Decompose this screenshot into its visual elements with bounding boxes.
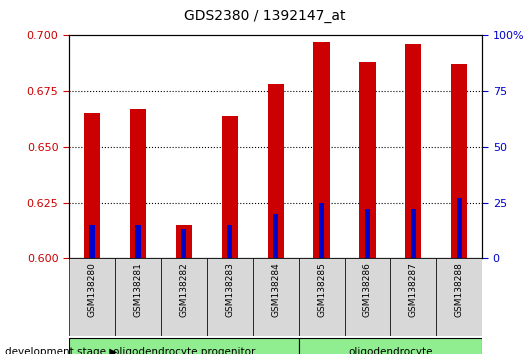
Text: GSM138282: GSM138282 [179,262,188,317]
Bar [176,225,192,258]
Bar [69,258,115,336]
Text: GSM138288: GSM138288 [455,262,464,317]
Bar [298,258,344,336]
Bar [161,258,207,336]
Bar [391,258,436,336]
Bar [69,338,298,354]
Bar [314,42,330,258]
Bar [452,64,467,258]
Bar [273,214,278,258]
Bar [130,109,146,258]
Bar [135,225,140,258]
Bar [319,203,324,258]
Bar [405,44,421,258]
Bar [411,209,416,258]
Bar [268,85,284,258]
Text: oligodendrocyte: oligodendrocyte [348,347,432,354]
Text: GDS2380 / 1392147_at: GDS2380 / 1392147_at [184,9,346,23]
Bar [222,116,237,258]
Text: GSM138287: GSM138287 [409,262,418,317]
Bar [227,225,233,258]
Bar [436,258,482,336]
Text: GSM138283: GSM138283 [225,262,234,317]
Text: GSM138284: GSM138284 [271,262,280,317]
Bar [456,198,462,258]
Bar [84,114,100,258]
Text: oligodendrocyte progenitor: oligodendrocyte progenitor [112,347,255,354]
Bar [359,62,375,258]
Text: GSM138281: GSM138281 [134,262,142,317]
Bar [89,225,95,258]
Text: development stage ▶: development stage ▶ [5,347,118,354]
Bar [181,229,187,258]
Bar [365,209,370,258]
Bar [115,258,161,336]
Bar [207,258,253,336]
Bar [253,258,298,336]
Text: GSM138286: GSM138286 [363,262,372,317]
Bar [298,338,482,354]
Bar [344,258,391,336]
Text: GSM138280: GSM138280 [87,262,96,317]
Text: GSM138285: GSM138285 [317,262,326,317]
